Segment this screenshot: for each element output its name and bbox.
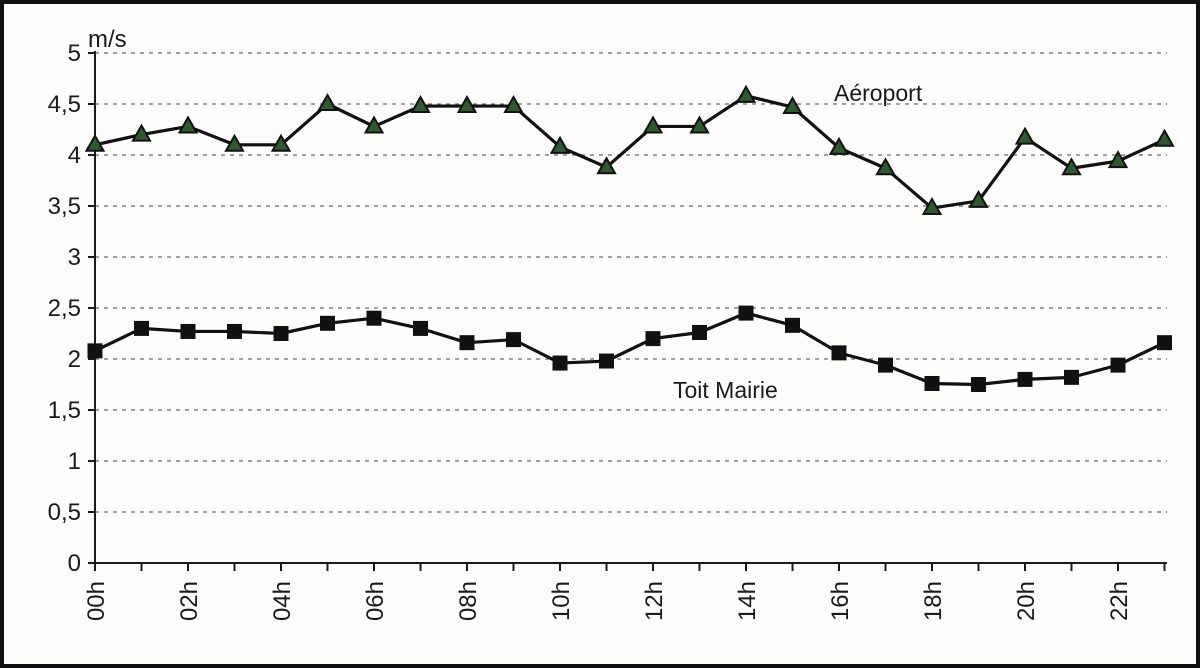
data-point-square xyxy=(87,343,103,359)
data-point-triangle xyxy=(921,197,943,216)
x-tick-labels: 00h 02h 04h 06h 08h 10h 12h 14h 16h 18h 20h 22h xyxy=(83,581,1133,621)
data-point-square xyxy=(227,323,242,339)
x-tick-label: 06h xyxy=(362,581,389,621)
y-tick-label: 4,5 xyxy=(48,91,81,118)
axes xyxy=(88,51,1167,571)
data-point-square xyxy=(366,310,382,326)
x-tick-label: 14h xyxy=(734,581,761,621)
y-tick-labels: 0 0,5 1 1,5 2 2,5 3 3,5 4 4,5 5 xyxy=(48,40,81,577)
y-tick-label: 2 xyxy=(68,346,81,373)
y-tick-label: 2,5 xyxy=(48,295,81,322)
data-point-square xyxy=(971,377,986,392)
y-tick-label: 4 xyxy=(68,142,81,169)
series-label-toit-mairie: Toit Mairie xyxy=(673,377,778,403)
data-point-triangle xyxy=(270,133,292,152)
data-point-square xyxy=(785,317,800,333)
data-point-triangle xyxy=(1107,150,1129,169)
data-point-triangle xyxy=(503,95,524,114)
data-point-square xyxy=(459,335,475,351)
data-point-square xyxy=(924,375,940,391)
series xyxy=(84,84,1175,392)
data-point-square xyxy=(273,326,289,341)
data-point-triangle xyxy=(84,133,106,152)
series-line xyxy=(94,311,1166,387)
data-point-square xyxy=(738,305,754,321)
y-tick-label: 1 xyxy=(68,448,81,475)
data-point-square xyxy=(1017,371,1033,387)
data-point-triangle xyxy=(1154,128,1175,147)
x-tick-label: 22h xyxy=(1106,581,1133,621)
data-point-square xyxy=(831,345,847,361)
x-tick-label: 02h xyxy=(176,581,203,621)
y-tick-label: 3 xyxy=(68,244,81,271)
data-point-square xyxy=(134,320,149,336)
data-point-triangle xyxy=(875,157,896,176)
data-point-square xyxy=(413,320,428,336)
x-tick-label: 12h xyxy=(641,581,668,621)
data-point-square xyxy=(552,355,568,371)
x-tick-label: 04h xyxy=(269,581,296,621)
data-point-square xyxy=(645,331,661,347)
data-point-square xyxy=(599,353,614,369)
data-point-triangle xyxy=(828,136,850,155)
data-point-square xyxy=(180,323,196,339)
data-point-square xyxy=(320,315,335,331)
y-tick-label: 1,5 xyxy=(48,397,81,424)
x-tick-label: 20h xyxy=(1013,581,1040,621)
series-line xyxy=(94,94,1166,210)
data-point-triangle xyxy=(224,133,245,152)
x-tick-label: 08h xyxy=(455,581,482,621)
x-tick-label: 18h xyxy=(920,581,947,621)
data-point-triangle xyxy=(363,115,385,134)
x-tick-label: 00h xyxy=(83,581,110,621)
y-tick-label: 0,5 xyxy=(48,499,81,526)
data-point-triangle xyxy=(131,123,152,142)
data-point-square xyxy=(1064,369,1079,385)
series-label-aeroport: Aéroport xyxy=(834,80,923,106)
data-point-triangle xyxy=(410,95,431,114)
data-point-triangle xyxy=(968,189,989,208)
data-point-square xyxy=(878,357,893,373)
y-axis-unit-label: m/s xyxy=(88,26,127,53)
data-point-triangle xyxy=(596,156,617,175)
data-point-triangle xyxy=(549,135,571,154)
data-point-triangle xyxy=(177,115,199,134)
data-point-triangle xyxy=(317,92,338,111)
data-point-triangle xyxy=(1061,157,1082,176)
y-tick-label: 5 xyxy=(68,40,81,67)
data-point-square xyxy=(506,332,521,348)
data-point-square xyxy=(1157,335,1172,351)
gridlines xyxy=(95,52,1167,513)
data-point-square xyxy=(1110,357,1126,373)
data-point-triangle xyxy=(456,95,478,114)
series-toit-mairie xyxy=(87,305,1172,392)
data-point-triangle xyxy=(642,115,664,134)
y-tick-label: 3,5 xyxy=(48,193,81,220)
y-tick-label: 0 xyxy=(68,550,81,577)
x-tick-label: 16h xyxy=(827,581,854,621)
data-point-triangle xyxy=(1014,126,1036,145)
data-point-triangle xyxy=(689,115,710,134)
data-point-triangle xyxy=(782,96,803,115)
data-point-triangle xyxy=(735,84,757,103)
series-aeroport xyxy=(84,84,1175,216)
data-point-square xyxy=(692,324,707,340)
x-tick-label: 10h xyxy=(548,581,575,621)
